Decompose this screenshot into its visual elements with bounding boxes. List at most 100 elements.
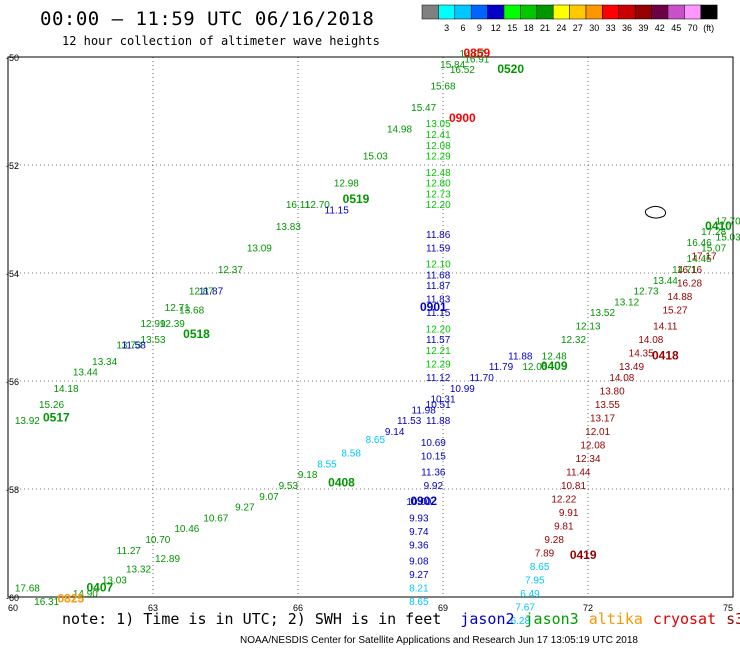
swh-value: 8.21	[409, 584, 429, 595]
swh-value: 11.59	[426, 243, 451, 254]
swh-value: 11.87	[426, 281, 451, 292]
swh-value: 12.29	[426, 360, 451, 371]
swh-value: 10.51	[426, 400, 451, 411]
legend-swatch	[585, 4, 603, 20]
swh-value: 11.12	[426, 373, 451, 384]
axis-label-lon: 63	[148, 603, 158, 613]
swh-value: 11.15	[426, 308, 451, 319]
legend-swatch	[503, 4, 521, 20]
swh-value: 13.55	[595, 400, 620, 411]
swh-value: 11.70	[470, 373, 495, 384]
swh-value: 9.53	[279, 481, 299, 492]
legend-label: 45	[671, 23, 681, 33]
swh-value: 13.32	[126, 565, 151, 576]
swh-value: 15.03	[716, 233, 740, 244]
swh-value: 8.65	[530, 562, 550, 573]
swh-value: 11.83	[426, 295, 451, 306]
swh-value: 10.15	[421, 451, 446, 462]
swh-value: 9.36	[409, 540, 429, 551]
swh-value: 12.01	[585, 427, 610, 438]
track-time-label: 0900	[449, 111, 476, 125]
swh-value: 15.84	[440, 60, 465, 71]
axis-label-lat: -56	[6, 377, 19, 387]
legend-swatch	[438, 4, 456, 20]
axis-label-lon: 60	[8, 603, 18, 613]
swh-value: 13.83	[276, 222, 301, 233]
swh-value: 16.52	[450, 65, 475, 76]
swh-value: 11.68	[426, 270, 451, 281]
swh-value: 10.70	[145, 535, 170, 546]
swh-value: 12.08	[426, 141, 451, 152]
swh-value: 12.41	[426, 130, 451, 141]
satellite-jason3: jason3	[524, 610, 579, 628]
swh-value: 9.27	[235, 503, 255, 514]
axis-label-lat: -60	[6, 593, 19, 603]
swh-value: 8.65	[409, 597, 429, 608]
legend-label: 15	[507, 23, 517, 33]
swh-value: 6.28	[511, 616, 531, 627]
legend-swatch	[634, 4, 652, 20]
swh-value: 12.80	[426, 179, 451, 190]
swh-value: 9.93	[409, 513, 429, 524]
swh-value: 11.53	[397, 416, 422, 427]
footer-note-row: note: 1) Time is in UTC; 2) SWH is in fe…	[62, 610, 740, 628]
swh-value: 10.99	[450, 384, 475, 395]
axis-label-lat: -50	[6, 53, 19, 63]
track-time-label: 0859	[463, 46, 490, 60]
swh-value: 9.92	[424, 481, 444, 492]
track-time-label: 0519	[343, 192, 370, 206]
swh-value: 10.69	[421, 438, 446, 449]
swh-value: 14.71	[672, 265, 697, 276]
swh-value: 14.08	[609, 373, 634, 384]
swh-value: 12.89	[155, 554, 180, 565]
swh-value: 12.70	[305, 200, 330, 211]
swh-value: 13.09	[247, 243, 272, 254]
legend-swatch	[667, 4, 685, 20]
swh-value: 15.47	[411, 103, 436, 114]
track-time-label: 0518	[183, 327, 210, 341]
swh-value: 16.16	[677, 265, 702, 276]
swh-value: 8.58	[341, 449, 361, 460]
swh-value: 12.71	[165, 303, 190, 314]
track-time-label: 0902	[410, 494, 437, 508]
legend-label: 33	[606, 23, 616, 33]
swh-value: 11.44	[566, 468, 591, 479]
swh-value: 11.88	[426, 416, 451, 427]
swh-value: 13.73	[116, 341, 141, 352]
swh-value: 16.91	[464, 54, 489, 65]
axis-label-lon: 66	[293, 603, 303, 613]
swh-value: 13.12	[614, 297, 639, 308]
swh-value: 14.45	[687, 254, 712, 265]
legend-unit: (ft)	[703, 23, 714, 33]
swh-value: 13.80	[600, 387, 625, 398]
swh-value: 14.35	[629, 349, 654, 360]
legend-swatch	[684, 4, 702, 20]
legend-swatch	[421, 4, 439, 20]
swh-value: 12.20	[426, 200, 451, 211]
swh-value: 13.44	[653, 276, 678, 287]
legend-label: 70	[688, 23, 698, 33]
track-time-label: 0419	[570, 548, 597, 562]
swh-value: 11.36	[421, 468, 446, 479]
axis-label-lon: 72	[583, 603, 593, 613]
swh-value: 12.39	[160, 319, 185, 330]
legend-label: 12	[491, 23, 501, 33]
legend-label: 6	[460, 23, 465, 33]
swh-value: 9.91	[559, 508, 579, 519]
swh-value: 11.79	[489, 362, 514, 373]
swh-value: 12.73	[426, 189, 451, 200]
swh-value: 11.86	[426, 230, 451, 241]
legend-swatch	[602, 4, 620, 20]
legend-swatch	[487, 4, 505, 20]
swh-value: 9.07	[259, 492, 279, 503]
swh-value: 12.87	[189, 287, 214, 298]
legend-swatch	[454, 4, 472, 20]
swh-value: 12.48	[426, 168, 451, 179]
swh-value: 7.89	[535, 549, 555, 560]
swh-value: 12.08	[580, 441, 605, 452]
swh-value: 12.05	[522, 362, 547, 373]
track-time-label: 0520	[497, 62, 524, 76]
axis-label-lat: -52	[6, 161, 19, 171]
swh-value: 14.18	[53, 384, 78, 395]
